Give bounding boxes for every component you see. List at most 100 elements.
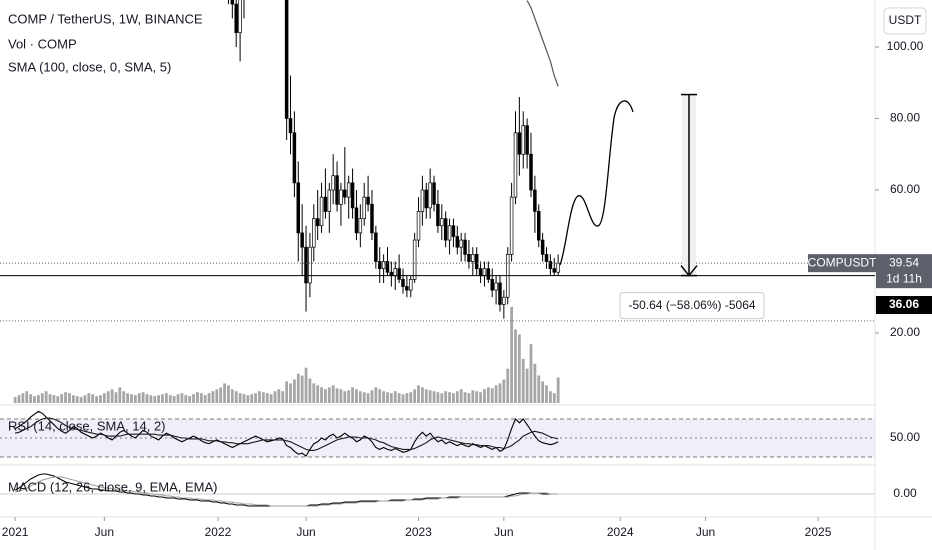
candle-body <box>447 225 452 241</box>
volume-bar <box>393 391 397 403</box>
legend-line: Vol · COMP <box>8 36 77 51</box>
x-tick-label: Jun <box>95 525 114 539</box>
volume-bar <box>157 395 161 403</box>
volume-bar <box>40 393 44 403</box>
volume-bar <box>64 392 67 403</box>
volume-bar <box>374 387 378 403</box>
candle-body <box>463 239 467 255</box>
volume-bar <box>48 394 52 403</box>
candle-body <box>525 125 529 155</box>
candle-body <box>467 254 471 262</box>
macd-label: MACD (12, 26, close, 9, EMA, EMA) <box>8 479 218 494</box>
volume-bar <box>199 393 203 403</box>
volume-bar <box>510 306 514 403</box>
volume-bar <box>254 393 258 403</box>
volume-bar <box>141 392 145 403</box>
candle-body <box>424 189 429 209</box>
volume-bar <box>304 367 308 403</box>
candle-body <box>358 218 363 234</box>
volume-bar <box>417 385 420 403</box>
candle-body <box>393 268 397 277</box>
volume-bar <box>164 393 168 403</box>
volume-bar <box>548 391 552 403</box>
measure-arrowhead <box>680 265 698 277</box>
volume-bar <box>409 392 413 403</box>
volume-bar <box>277 389 281 403</box>
volume-bar <box>118 387 122 403</box>
level-tag <box>876 296 932 314</box>
volume-bar <box>401 394 405 403</box>
volume-bar <box>52 395 56 403</box>
volume-bar <box>87 393 91 403</box>
volume-bar <box>506 368 510 403</box>
candle-body <box>443 218 448 241</box>
x-tick-label: Jun <box>494 525 513 539</box>
volume-bar <box>358 391 362 403</box>
volume-bar <box>432 391 436 403</box>
candle-body <box>521 125 525 155</box>
macd-line <box>14 476 559 507</box>
candle-body <box>498 282 502 305</box>
volume-bar <box>366 393 370 403</box>
volume-bar <box>227 385 230 403</box>
x-tick-label: 2023 <box>405 525 432 539</box>
volume-bar <box>168 395 172 403</box>
measure-label: -50.64 (−58.06%) -5064 <box>628 298 755 312</box>
volume-bar <box>347 390 351 403</box>
candle-body <box>319 196 324 227</box>
volume-bar <box>545 385 548 403</box>
volume-bar <box>246 395 250 403</box>
volume-bar <box>281 391 285 403</box>
volume-bar <box>312 383 316 403</box>
y-tick-label: 50.00 <box>890 430 920 444</box>
volume-bar <box>455 391 459 403</box>
volume-bar <box>234 391 238 403</box>
volume-bar <box>320 387 323 403</box>
volume-bar <box>389 393 393 403</box>
rsi-line <box>14 410 559 457</box>
volume-bar <box>405 393 409 403</box>
candle-body <box>300 232 304 248</box>
candle-body <box>312 218 316 248</box>
candle-body <box>474 254 479 270</box>
volume-bar <box>68 393 71 403</box>
candle-body <box>381 261 386 270</box>
volume-bar <box>75 396 79 403</box>
measure-box <box>619 292 765 320</box>
volume-bar <box>440 393 444 403</box>
candle-body <box>385 261 390 273</box>
candle-body <box>308 246 312 284</box>
volume-bar <box>44 391 48 403</box>
volume-bar <box>56 396 60 403</box>
volume-bar <box>331 385 335 403</box>
candle-body <box>436 203 440 227</box>
candle-body <box>556 262 560 273</box>
volume-bar <box>71 395 75 403</box>
volume-bar <box>529 344 533 403</box>
volume-bar <box>265 393 269 403</box>
candle-body <box>513 132 518 198</box>
volume-bar <box>29 394 33 403</box>
candle-body <box>420 189 425 212</box>
candle-body <box>405 286 409 291</box>
x-tick-label: Jun <box>696 525 715 539</box>
candle-body <box>540 239 545 255</box>
candle-body <box>292 132 297 184</box>
volume-bar <box>448 392 451 403</box>
currency-box[interactable] <box>883 7 927 35</box>
volume-bar <box>498 383 502 403</box>
candle-body <box>230 0 235 5</box>
volume-bar <box>176 394 180 403</box>
volume-bar <box>308 378 312 403</box>
candle-body <box>409 279 413 291</box>
candle-body <box>459 239 463 248</box>
candle-body <box>350 182 355 209</box>
x-tick-label: 2024 <box>607 525 634 539</box>
volume-bar <box>355 389 358 403</box>
volume-bar <box>102 393 106 403</box>
volume-bar <box>215 389 219 403</box>
volume-bar <box>242 394 246 403</box>
y-tick-label: 20.00 <box>890 325 920 339</box>
candle-body <box>490 279 494 291</box>
